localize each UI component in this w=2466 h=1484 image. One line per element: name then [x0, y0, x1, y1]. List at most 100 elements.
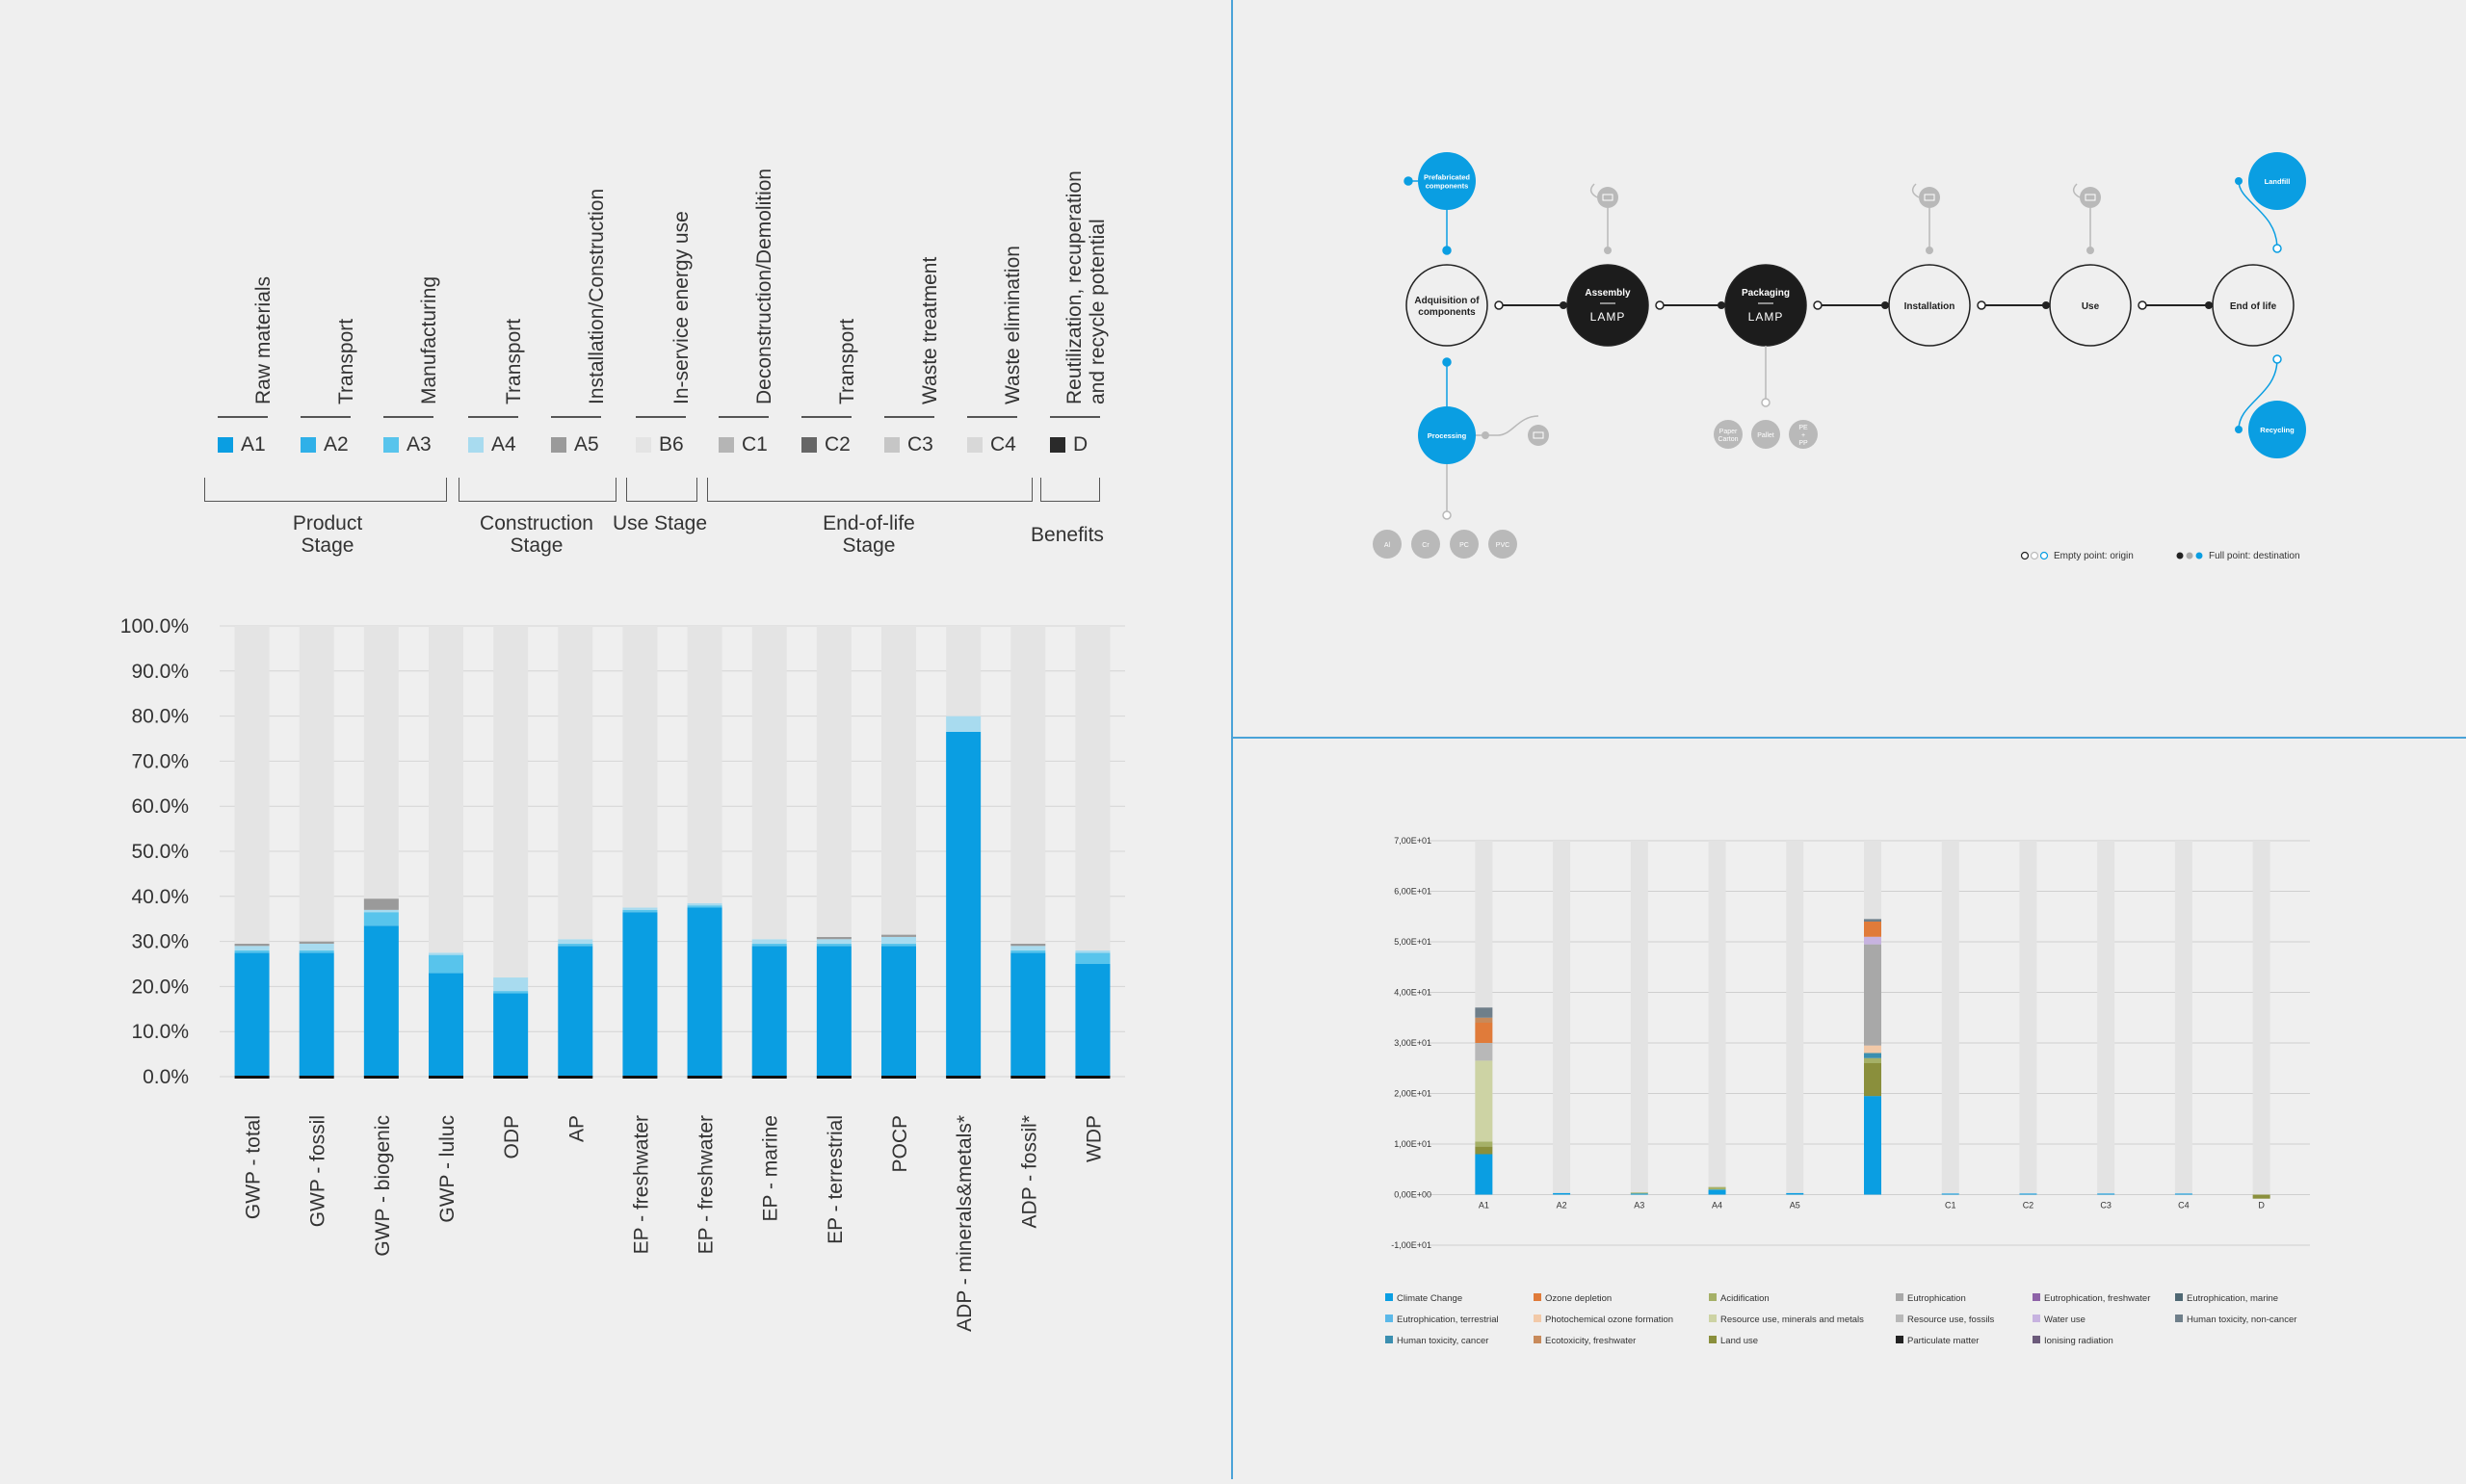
legend-label: Ionising radiation	[2044, 1336, 2113, 1346]
stage-column-rule	[383, 416, 433, 418]
bar-baseline	[558, 1076, 593, 1079]
destination-point	[1442, 246, 1452, 255]
flow-node-label: Installation	[1904, 301, 1955, 312]
legend-swatch	[1385, 1315, 1393, 1322]
bar-segment	[751, 626, 787, 940]
material-node	[1714, 420, 1743, 449]
y-tick-label: 0,00E+00	[1394, 1190, 1431, 1200]
flow-curve	[2238, 180, 2278, 249]
legend-origin-text: Empty point: origin	[2054, 551, 2134, 561]
stage-code: C1	[719, 433, 768, 456]
origin-point	[1655, 300, 1665, 310]
stage-code-swatch	[383, 437, 399, 453]
legend-label: Ozone depletion	[1545, 1293, 1612, 1304]
bar-segment	[299, 950, 334, 953]
bar-segment	[493, 977, 529, 992]
bar-segment	[1475, 1060, 1493, 1142]
legend-swatch	[1896, 1293, 1903, 1301]
legend-destination-text: Full point: destination	[2209, 551, 2300, 561]
bar-background	[2019, 841, 2037, 1195]
bar-segment	[1475, 1146, 1493, 1155]
x-tick-label: C1	[1945, 1201, 1956, 1211]
legend-swatch	[1896, 1336, 1903, 1343]
stage-code-text: C2	[825, 433, 851, 456]
horizontal-divider	[1233, 737, 2466, 739]
x-tick-label: ODP	[501, 1115, 523, 1159]
material-label: PC	[1459, 542, 1469, 549]
y-tick-label: 7,00E+01	[1394, 836, 1431, 846]
flow-curve	[1589, 183, 1598, 198]
flow-node-label: Assembly	[1585, 288, 1631, 299]
bar-segment	[1475, 1007, 1493, 1018]
y-tick-label: 80.0%	[131, 706, 189, 728]
bar-segment	[299, 626, 334, 942]
material-label: PP	[1798, 440, 1808, 447]
bar-segment	[1786, 1192, 1804, 1195]
bar-segment	[1010, 952, 1046, 1077]
bar-background	[2097, 841, 2115, 1195]
bar-segment	[429, 954, 463, 974]
material-label: Cr	[1422, 542, 1430, 549]
bar-segment	[299, 941, 334, 944]
stage-code-text: C3	[907, 433, 933, 456]
destination-point	[1926, 247, 1933, 254]
bar-background	[1941, 841, 1959, 1195]
bar-segment	[1475, 1141, 1493, 1147]
flow-node	[1405, 264, 1488, 347]
blue-flow-node	[1418, 406, 1476, 464]
stage-code: A5	[551, 433, 599, 456]
bar-segment	[1075, 964, 1111, 1077]
blue-node-label: Processing	[1428, 431, 1467, 440]
transport-icon-glyph	[1533, 431, 1544, 439]
bar-segment	[363, 925, 399, 1077]
bar-background	[1708, 841, 1726, 1195]
x-tick-label: D	[2258, 1201, 2265, 1211]
legend-swatch	[2033, 1336, 2040, 1343]
destination-point	[2235, 426, 2243, 433]
legend-label: Water use	[2044, 1315, 2086, 1325]
material-label: Pallet	[1757, 432, 1774, 439]
bar-segment	[234, 943, 270, 947]
x-tick-label: EP - freshwater	[630, 1115, 652, 1254]
bar-segment	[1010, 943, 1046, 947]
y-tick-label: 40.0%	[131, 886, 189, 908]
bar-segment	[687, 626, 722, 903]
bar-segment	[751, 946, 787, 1077]
flow-node-label: Use	[2082, 301, 2100, 312]
y-tick-label: 5,00E+01	[1394, 937, 1431, 947]
destination-point	[1881, 301, 1889, 309]
lifecycle-flow-panel: Adquisition of components Assembly LAMP Pack…	[1233, 0, 2466, 737]
bar-segment	[622, 912, 658, 1077]
bar-segment	[1941, 1193, 1959, 1195]
x-tick-label: GWP - total	[243, 1115, 265, 1219]
bar-segment	[881, 936, 916, 944]
origin-point	[1977, 300, 1986, 310]
stage-code: D	[1050, 433, 1088, 456]
bar-segment	[1475, 1043, 1493, 1061]
flow-curve	[1911, 183, 1920, 198]
material-node	[1450, 530, 1479, 559]
material-label: Paper	[1719, 429, 1738, 435]
bar-segment	[1010, 626, 1046, 944]
x-tick-label: C2	[2023, 1201, 2034, 1211]
x-tick-label: A3	[1634, 1201, 1644, 1211]
y-tick-label: -1,00E+01	[1391, 1240, 1431, 1250]
blue-flow-node	[2248, 152, 2306, 210]
stage-column-rule	[801, 416, 852, 418]
bar-segment	[881, 943, 916, 947]
y-tick-label: 90.0%	[131, 661, 189, 683]
bar-segment	[751, 943, 787, 947]
bar-baseline	[493, 1076, 529, 1079]
bar-segment	[234, 950, 270, 953]
bar-baseline	[363, 1076, 399, 1079]
legend-label: Resource use, minerals and metals	[1720, 1315, 1864, 1325]
bar-segment	[2174, 1193, 2192, 1195]
legend-swatch	[2175, 1293, 2183, 1301]
bar-segment	[363, 898, 399, 910]
flow-node	[1566, 264, 1649, 347]
stage-code-text: A1	[241, 433, 266, 456]
bar-segment	[816, 626, 852, 937]
material-label: +	[1801, 432, 1805, 439]
bar-segment	[493, 993, 529, 1077]
lifecycle-flow-diagram: Adquisition ofcomponentsAssemblyLAMPPack…	[1373, 152, 2306, 561]
